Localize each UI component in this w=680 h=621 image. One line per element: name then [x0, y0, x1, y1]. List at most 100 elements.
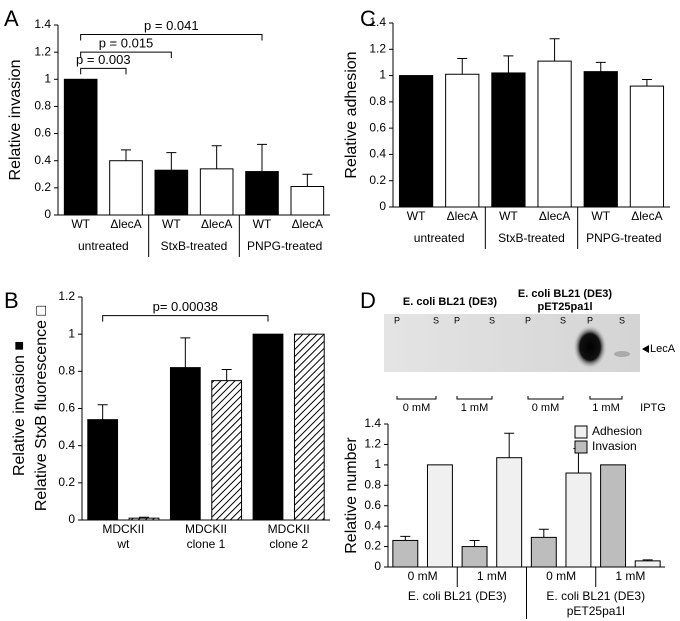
faint-band: [614, 351, 630, 357]
concentration-label: 1 mM: [461, 402, 489, 414]
x-tick-label: PNPG-treated: [247, 239, 322, 253]
y-tick-label: 1: [374, 457, 381, 471]
legend-swatch: [574, 440, 588, 454]
error-bar: [166, 152, 177, 171]
bar: [87, 419, 119, 521]
bar: [530, 536, 557, 568]
error-bar: [504, 432, 515, 458]
bar: [128, 517, 160, 521]
y-tick-label: 1.2: [58, 289, 75, 303]
bar: [461, 546, 488, 568]
bar-label: ΔlecA: [110, 217, 141, 231]
bar: [154, 169, 189, 216]
y-tick-label: 1.4: [369, 15, 386, 29]
y-tick-label: 1: [379, 68, 386, 82]
error-bar: [121, 149, 131, 161]
p-value: p= 0.00038: [153, 299, 218, 314]
chart-panel: A Relative invasion 0 0.2 0.4 0.6 0.8 1 1.2 1.4 un…: [4, 6, 330, 257]
error-bar: [457, 57, 468, 75]
bar: [290, 186, 325, 216]
blot-header: pET25pa1l: [537, 301, 592, 313]
error-bar: [97, 404, 108, 420]
x-tick-label: PNPG-treated: [586, 231, 661, 245]
bar: [252, 333, 284, 521]
bar: [426, 464, 453, 568]
y-tick-label: 0.6: [369, 120, 386, 134]
y-tick-label: 0.2: [369, 173, 386, 187]
y-tick-label: 1.2: [34, 44, 51, 58]
y-tick-label: 0: [68, 512, 75, 526]
western-blot: E. coli BL21 (DE3)E. coli BL21 (DE3)pET2…: [384, 288, 676, 414]
y-tick-label: 0.6: [58, 401, 75, 415]
bar-label: WT: [253, 217, 272, 231]
significance-bracket: [80, 34, 263, 41]
x-tick-label: clone 1: [187, 537, 226, 551]
band-label: LecA: [650, 343, 676, 355]
bar-label: WT: [162, 217, 181, 231]
y-tick-label: 1.2: [364, 437, 381, 451]
band-arrow: [642, 345, 649, 353]
y-tick-label: 0.8: [34, 99, 51, 113]
inducer-label: IPTG: [640, 402, 666, 414]
y-tick-label: 1: [44, 71, 51, 85]
legend-label: Invasion: [592, 439, 637, 453]
bar: [537, 60, 572, 208]
bar: [634, 560, 661, 568]
y-tick-label: 0.8: [369, 94, 386, 108]
lane-bracket: [527, 396, 564, 400]
x-tick-label: 1 mM: [477, 569, 507, 583]
bar: [245, 171, 279, 216]
concentration-label: 0 mM: [403, 402, 431, 414]
x-tick-label: MDCKII: [185, 522, 227, 536]
blot-header: E. coli BL21 (DE3): [403, 296, 497, 308]
bar: [496, 457, 523, 568]
bar-label: ΔlecA: [539, 209, 570, 223]
bar: [583, 71, 618, 208]
lane-label: S: [560, 315, 566, 325]
y-tick-label: 0.2: [34, 180, 51, 194]
bar-label: ΔlecA: [201, 217, 232, 231]
p-value: p = 0.041: [144, 18, 199, 33]
error-bar: [400, 535, 411, 541]
bar: [199, 168, 234, 216]
y-tick-label: 0.8: [364, 477, 381, 491]
y-tick-label: 0.4: [58, 438, 75, 452]
chart-panel: D Relative number 0 0.2 0.4 0.6 0.8 1 1.2 1.4 0 mM…: [343, 288, 665, 619]
error-bar: [538, 528, 549, 538]
bar-label: ΔlecA: [292, 217, 323, 231]
y-tick-label: 1.2: [369, 41, 386, 55]
y-tick-label: 0.4: [364, 518, 381, 532]
p-value: p = 0.003: [76, 52, 131, 67]
panel-label: B: [4, 288, 19, 313]
bar: [63, 78, 98, 216]
concentration-label: 0 mM: [532, 402, 560, 414]
y-tick-label: 0.2: [58, 475, 75, 489]
y-tick-label: 1.4: [34, 17, 51, 31]
panel-label: D: [360, 288, 376, 313]
bar-label: ΔlecA: [631, 209, 662, 223]
lane-bracket: [456, 396, 493, 400]
significance-bracket: [80, 51, 172, 59]
bar-label: WT: [591, 209, 610, 223]
panel-label: C: [360, 6, 376, 31]
y-tick-label: 0.6: [34, 126, 51, 140]
x-tick-label: clone 2: [269, 537, 308, 551]
bar-label: WT: [499, 209, 518, 223]
legend-swatch: [574, 425, 588, 439]
error-bar: [469, 539, 480, 547]
x-tick-label: StxB-treated: [161, 239, 228, 253]
lecA-band: [573, 325, 607, 369]
blot-header: E. coli BL21 (DE3): [518, 288, 612, 300]
bar: [445, 73, 480, 208]
y-tick-label: 1.4: [364, 416, 381, 430]
error-bar: [257, 143, 267, 172]
error-bar: [642, 559, 653, 561]
group-label: E. coli BL21 (DE3): [408, 589, 507, 603]
bar: [629, 85, 665, 208]
lane-label: S: [489, 315, 495, 325]
error-bar: [302, 173, 313, 187]
lane-bracket: [589, 396, 623, 400]
y-axis-label: Relative invasion ■: [11, 341, 28, 476]
x-tick-label: StxB-treated: [498, 231, 565, 245]
